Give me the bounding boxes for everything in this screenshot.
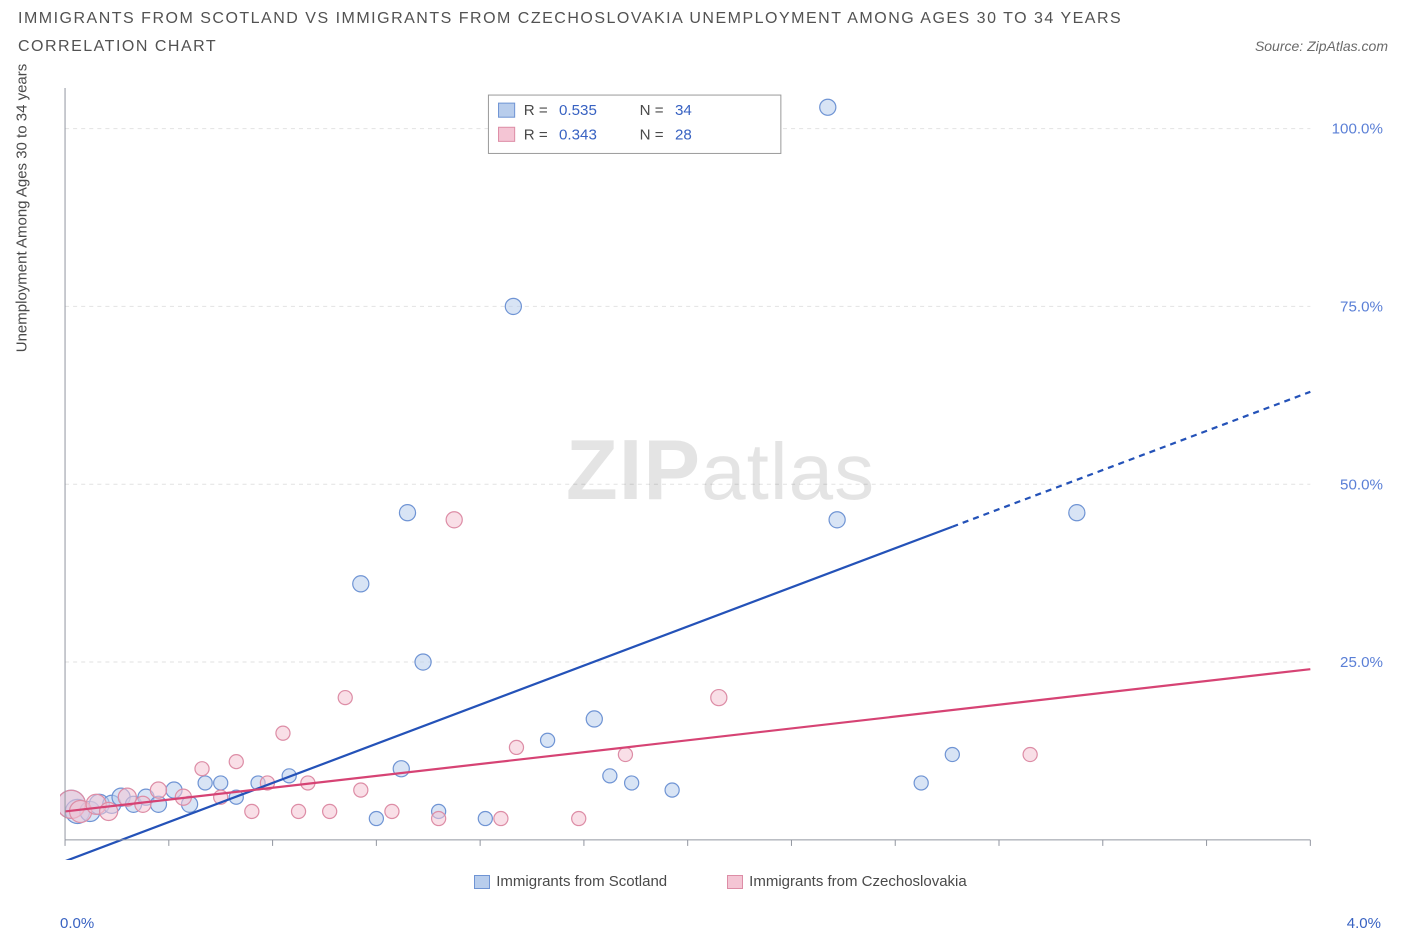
series-legend: Immigrants from Scotland Immigrants from…: [50, 873, 1391, 890]
svg-text:25.0%: 25.0%: [1340, 654, 1383, 671]
scatter-plot: 25.0%50.0%75.0%100.0% R = 0.535N = 34R =…: [60, 85, 1391, 860]
legend-item-czechoslovakia: Immigrants from Czechoslovakia: [727, 873, 967, 890]
svg-text:R =: R =: [524, 126, 548, 143]
chart-header: IMMIGRANTS FROM SCOTLAND VS IMMIGRANTS F…: [0, 0, 1406, 56]
legend-swatch-scotland: [474, 875, 490, 889]
svg-text:100.0%: 100.0%: [1332, 121, 1383, 138]
svg-text:75.0%: 75.0%: [1340, 298, 1383, 315]
y-axis-label: Unemployment Among Ages 30 to 34 years: [14, 63, 31, 352]
x-min-label: 0.0%: [60, 915, 94, 932]
legend-label-czechoslovakia: Immigrants from Czechoslovakia: [749, 873, 967, 890]
svg-text:50.0%: 50.0%: [1340, 476, 1383, 493]
chart-container: Unemployment Among Ages 30 to 34 years 2…: [50, 85, 1391, 890]
svg-text:0.343: 0.343: [559, 126, 597, 143]
svg-text:N =: N =: [640, 102, 664, 119]
chart-source: Source: ZipAtlas.com: [1255, 38, 1388, 54]
legend-swatch-czechoslovakia: [727, 875, 743, 889]
chart-title: IMMIGRANTS FROM SCOTLAND VS IMMIGRANTS F…: [18, 10, 1388, 28]
chart-subtitle: CORRELATION CHART: [18, 38, 217, 56]
svg-text:R =: R =: [524, 102, 548, 119]
legend-label-scotland: Immigrants from Scotland: [496, 873, 667, 890]
svg-text:0.535: 0.535: [559, 102, 597, 119]
legend-item-scotland: Immigrants from Scotland: [474, 873, 667, 890]
correlation-legend: R = 0.535 N = 34 R = 0.343 N = 28: [488, 95, 780, 153]
x-max-label: 4.0%: [1347, 915, 1381, 932]
svg-text:34: 34: [675, 102, 692, 119]
svg-text:N =: N =: [640, 126, 664, 143]
svg-text:28: 28: [675, 126, 692, 143]
